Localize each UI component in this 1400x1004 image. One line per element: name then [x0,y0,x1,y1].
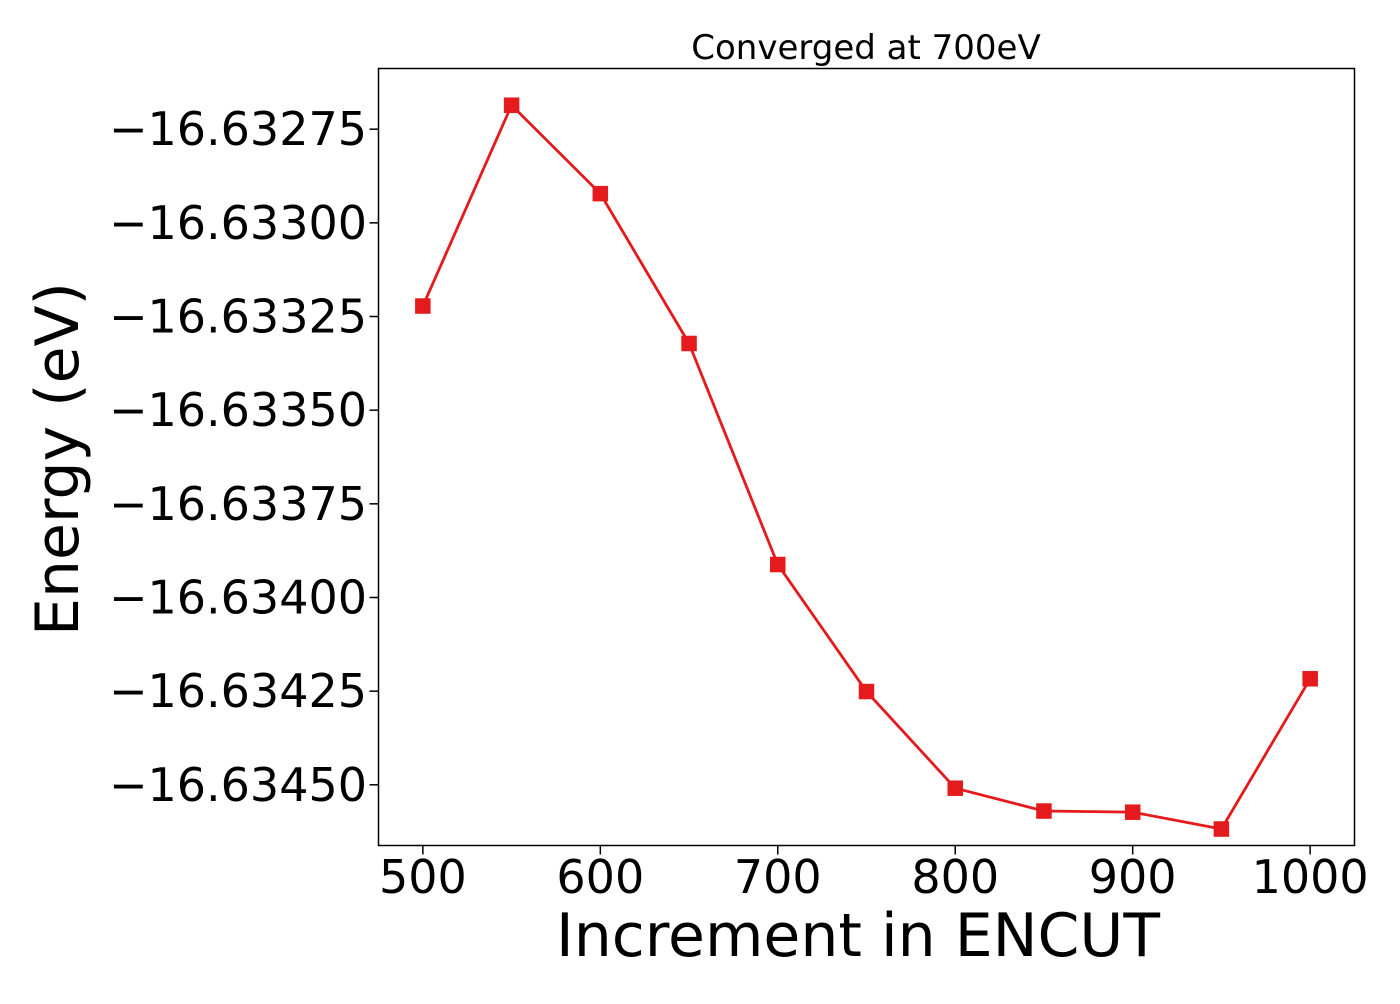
series-point [770,556,786,573]
y-tick-label: −16.63450 [109,758,367,812]
x-axis-label: Increment in ENCUT [556,901,1160,971]
y-axis-label: Energy (eV) [23,282,93,636]
y-tick-label: −16.63275 [109,102,367,156]
series-point [681,335,697,352]
x-tick-label: 700 [734,850,822,904]
y-tick-label: −16.63300 [109,196,367,250]
y-tick-label: −16.63375 [109,477,367,531]
chart-title: Converged at 700eV [691,28,1040,68]
x-tick-label: 800 [911,850,999,904]
y-tick-label: −16.63325 [109,290,367,344]
series-point [503,97,520,113]
series-point [415,298,431,314]
x-axis-ticks: 500 600 700 800 900 1000 [379,845,1369,904]
x-tick-label: 500 [379,850,467,904]
series-point [1302,671,1318,687]
series-point [947,780,963,796]
series-point [592,185,609,202]
series-point [1213,821,1230,837]
series-point [1036,803,1052,819]
series-layer [415,97,1318,837]
x-tick-label: 1000 [1252,850,1369,904]
series-point [1124,804,1141,820]
plot-frame [377,67,1356,847]
y-tick-label: −16.63400 [109,570,367,624]
series-point [858,683,875,700]
y-axis-ticks: −16.63275 −16.63300 −16.63325 −16.63350 −16.… [109,102,379,812]
y-tick-label: −16.63425 [109,664,367,718]
x-tick-label: 900 [1089,850,1177,904]
x-tick-label: 600 [556,850,644,904]
y-tick-label: −16.63350 [109,383,367,437]
